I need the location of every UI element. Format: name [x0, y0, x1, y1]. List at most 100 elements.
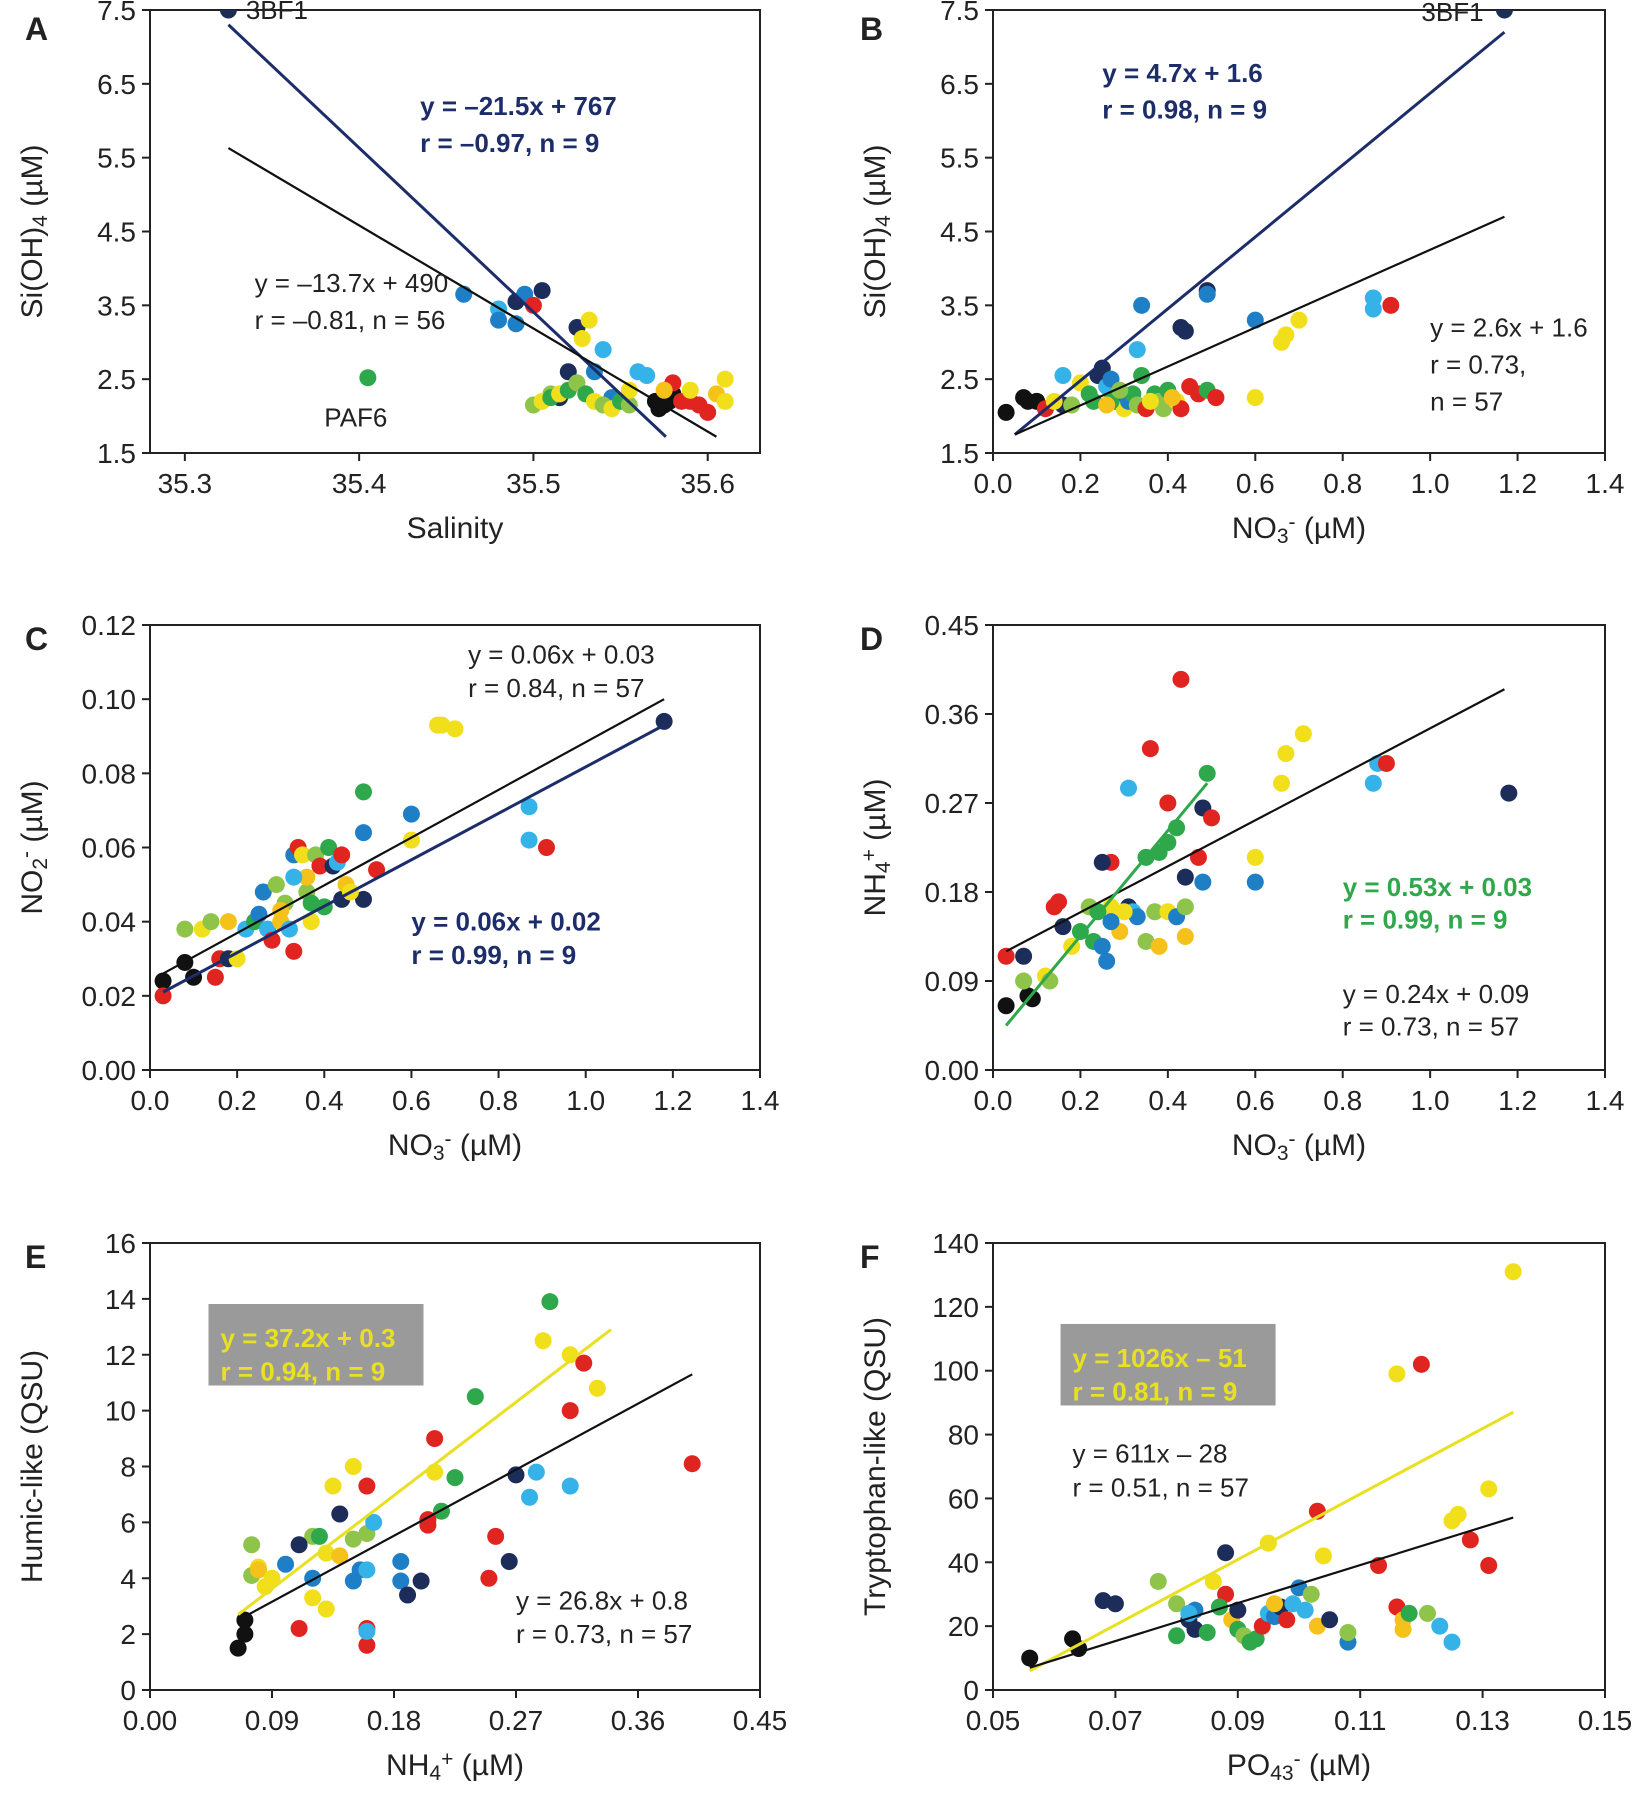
- axis-label-subscript: 4: [29, 215, 52, 227]
- axis-label-base: NO: [1232, 1129, 1277, 1162]
- data-point: [280, 920, 298, 938]
- x-axis-label: Salinity: [407, 512, 504, 545]
- annotation-text: r = 0.99, n = 9: [1343, 905, 1508, 935]
- annotation-text: r = –0.81, n = 56: [255, 305, 446, 335]
- y-tick-label: 6.5: [940, 69, 979, 100]
- data-point: [419, 1516, 437, 1534]
- data-point: [1377, 754, 1395, 772]
- y-axis-label: NO2- (µM): [15, 780, 53, 914]
- data-point: [320, 839, 338, 856]
- data-point: [1210, 1598, 1228, 1616]
- axis-label-base: NO: [388, 1129, 433, 1162]
- data-point: [480, 1569, 498, 1587]
- data-point: [1278, 1611, 1296, 1629]
- y-tick-label: 0.06: [82, 833, 137, 864]
- data-point: [267, 876, 285, 894]
- data-point: [355, 890, 372, 908]
- data-point: [272, 902, 290, 920]
- data-point: [294, 846, 311, 864]
- data-point: [1021, 1649, 1039, 1667]
- data-point: [534, 1332, 552, 1350]
- y-tick-label: 12: [105, 1340, 136, 1371]
- data-point: [254, 883, 272, 901]
- data-point: [1198, 1624, 1216, 1642]
- axis-label-superscript: -: [15, 851, 38, 858]
- axis-label-base: NO: [1232, 512, 1277, 545]
- x-tick-label: 1.4: [741, 1085, 780, 1116]
- panel-b: B 0.0 0.2 0.4 0.6 0.8 1.0 1.2 1.4 1.5 2.5 3.5 4.5 5.…: [859, 0, 1624, 548]
- data-point: [1098, 952, 1116, 970]
- data-point: [1364, 300, 1382, 318]
- data-point: [368, 861, 386, 879]
- axis-label-subscript: 2: [29, 858, 52, 870]
- y-tick-label: 0: [963, 1675, 979, 1706]
- data-point: [1106, 1595, 1124, 1613]
- data-point: [331, 1505, 349, 1523]
- data-point: [507, 1466, 525, 1484]
- data-point: [1141, 740, 1159, 758]
- data-point: [1246, 848, 1264, 866]
- x-tick-label: 35.6: [680, 468, 735, 499]
- data-point: [533, 282, 551, 300]
- panel-c: C 0.0 0.2 0.4 0.6 0.8 1.0 1.2 1.4 0.00 0.02 0.04 0.…: [15, 610, 780, 1165]
- axis-label-subscript: 3: [1277, 1142, 1289, 1165]
- annotation-text: r = 0.98, n = 9: [1102, 95, 1267, 125]
- axis-label-unit: (µM): [453, 1749, 524, 1782]
- data-point: [1495, 10, 1513, 19]
- y-tick-label: 0.27: [925, 788, 980, 819]
- y-tick-label: 4.5: [97, 217, 136, 248]
- data-point: [1198, 285, 1216, 303]
- annotation-text: r = 0.84, n = 57: [468, 673, 644, 703]
- annotation-text: y = 26.8x + 0.8: [516, 1586, 688, 1616]
- y-tick-label: 140: [932, 1228, 979, 1259]
- data-point: [1277, 326, 1295, 344]
- axis-label-unit: (µM): [1301, 1749, 1372, 1782]
- data-point: [206, 968, 224, 986]
- axis-label-superscript: -: [1289, 1128, 1296, 1151]
- y-tick-label: 2: [120, 1619, 136, 1650]
- regression-line: [1029, 1516, 1514, 1669]
- data-point: [538, 839, 555, 856]
- annotation-text: y = –21.5x + 767: [420, 91, 617, 121]
- data-point: [1093, 937, 1111, 955]
- axis-label-subscript: 3: [433, 1142, 445, 1165]
- axis-label-base: Si(OH): [16, 227, 49, 319]
- x-tick-label: 0.0: [131, 1085, 170, 1116]
- regression-line: [1013, 30, 1506, 436]
- x-tick-label: 1.0: [1411, 468, 1450, 499]
- y-tick-label: 7.5: [940, 0, 979, 26]
- x-tick-label: 0.8: [1323, 468, 1362, 499]
- x-tick-label: 0.4: [1148, 1085, 1187, 1116]
- data-point: [1314, 1547, 1332, 1565]
- axis-label-base: NH: [386, 1749, 429, 1782]
- data-point: [219, 10, 237, 19]
- annotation-text: n = 57: [1430, 386, 1503, 416]
- data-point: [588, 1379, 606, 1397]
- data-point: [355, 824, 372, 842]
- data-point: [1098, 396, 1116, 414]
- data-point: [249, 1561, 267, 1579]
- data-point: [1217, 1585, 1235, 1603]
- data-point: [1229, 1601, 1247, 1619]
- data-point: [310, 1527, 328, 1545]
- y-tick-label: 60: [948, 1483, 979, 1514]
- data-point: [520, 831, 538, 849]
- data-point: [1050, 893, 1068, 911]
- x-tick-label: 0.36: [611, 1705, 666, 1736]
- data-point: [1054, 918, 1072, 936]
- panel-letter-b: B: [860, 11, 883, 47]
- data-point: [1146, 903, 1164, 921]
- data-point: [1382, 296, 1400, 314]
- panel-letter-a: A: [25, 11, 48, 47]
- data-point: [1194, 873, 1212, 891]
- data-point: [446, 720, 464, 738]
- x-tick-label: 1.2: [1498, 1085, 1537, 1116]
- y-tick-label: 16: [105, 1228, 136, 1259]
- x-tick-label: 0.8: [479, 1085, 518, 1116]
- data-point: [561, 1402, 579, 1420]
- plot-frame: [992, 1242, 1606, 1691]
- data-point: [1093, 853, 1111, 871]
- data-point: [302, 894, 320, 912]
- x-tick-label: 1.0: [1411, 1085, 1450, 1116]
